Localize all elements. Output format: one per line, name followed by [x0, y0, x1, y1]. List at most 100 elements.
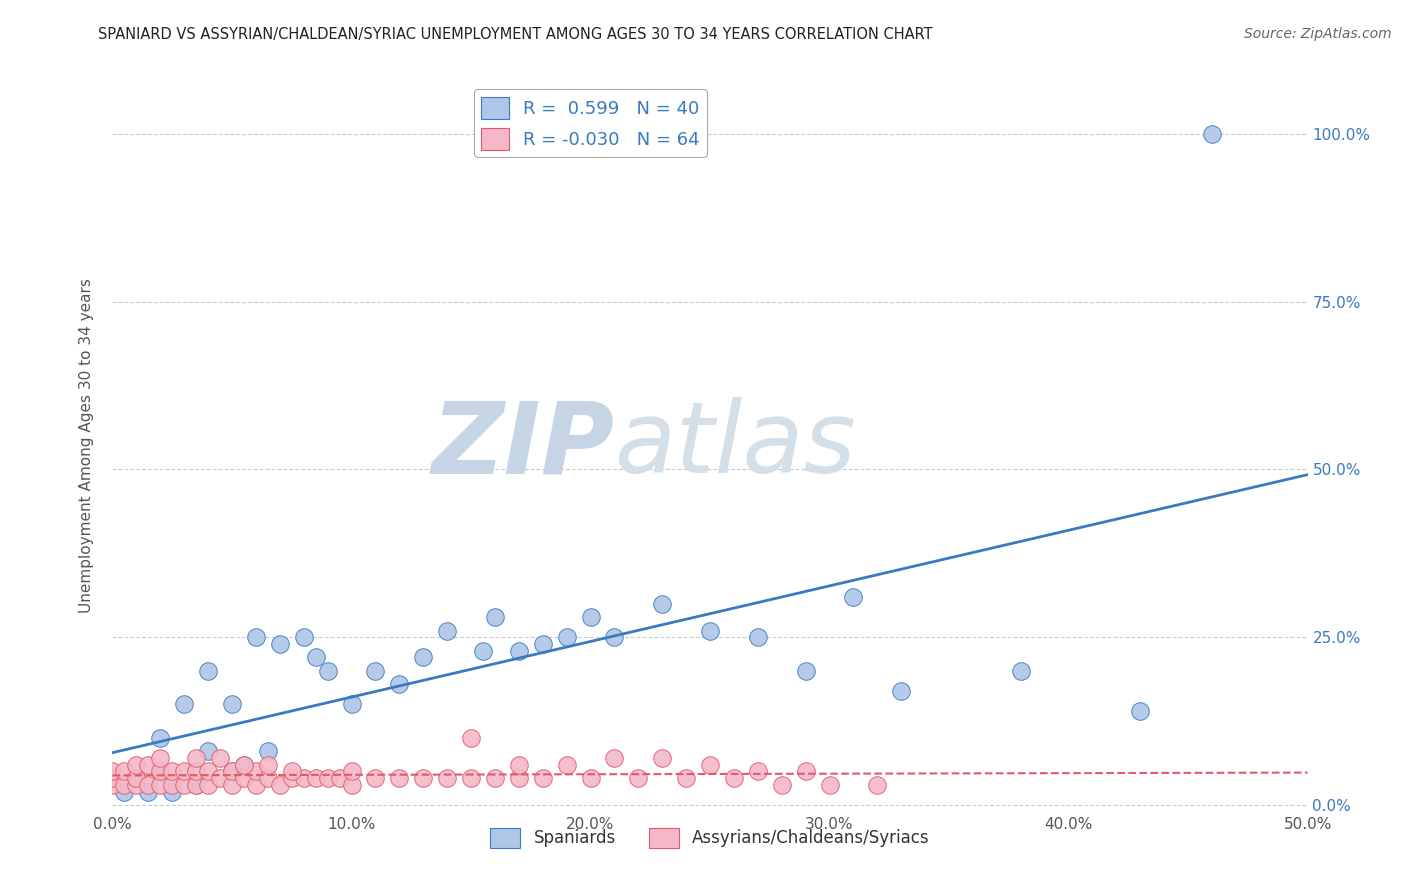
Point — [388, 771, 411, 785]
Point — [245, 630, 267, 644]
Point — [138, 757, 160, 772]
Point — [436, 771, 458, 785]
Point — [125, 757, 148, 772]
Legend: Spaniards, Assyrians/Chaldeans/Syriacs: Spaniards, Assyrians/Chaldeans/Syriacs — [484, 821, 936, 855]
Point — [114, 764, 135, 779]
Point — [114, 784, 135, 798]
Point — [794, 764, 817, 779]
Point — [388, 677, 411, 691]
Point — [794, 664, 817, 678]
Point — [723, 771, 745, 785]
Point — [186, 751, 208, 765]
Point — [316, 771, 339, 785]
Point — [364, 664, 387, 678]
Point — [269, 637, 291, 651]
Point — [197, 764, 219, 779]
Point — [245, 778, 267, 792]
Point — [197, 664, 219, 678]
Point — [114, 778, 135, 792]
Point — [412, 771, 434, 785]
Point — [316, 664, 339, 678]
Point — [364, 771, 387, 785]
Point — [186, 778, 208, 792]
Point — [340, 778, 363, 792]
Point — [197, 778, 219, 792]
Point — [305, 650, 328, 665]
Point — [627, 771, 650, 785]
Point — [221, 698, 243, 712]
Point — [162, 764, 183, 779]
Point — [412, 650, 434, 665]
Point — [162, 784, 183, 798]
Point — [257, 771, 280, 785]
Point — [101, 771, 124, 785]
Point — [555, 757, 578, 772]
Point — [292, 771, 315, 785]
Point — [508, 757, 530, 772]
Point — [579, 771, 602, 785]
Point — [747, 630, 769, 644]
Point — [173, 778, 195, 792]
Point — [472, 643, 495, 657]
Point — [508, 643, 530, 657]
Text: ZIP: ZIP — [432, 398, 614, 494]
Point — [603, 751, 626, 765]
Point — [460, 731, 482, 745]
Point — [221, 778, 243, 792]
Point — [233, 771, 256, 785]
Point — [329, 771, 352, 785]
Point — [101, 778, 124, 792]
Point — [305, 771, 328, 785]
Point — [651, 751, 673, 765]
Point — [890, 684, 912, 698]
Point — [245, 764, 267, 779]
Point — [149, 731, 172, 745]
Point — [209, 751, 232, 765]
Point — [221, 764, 243, 779]
Point — [531, 637, 554, 651]
Point — [866, 778, 889, 792]
Point — [162, 778, 183, 792]
Point — [340, 764, 363, 779]
Point — [149, 764, 172, 779]
Point — [818, 778, 841, 792]
Point — [340, 698, 363, 712]
Point — [221, 764, 243, 779]
Point — [651, 597, 673, 611]
Point — [257, 757, 280, 772]
Point — [555, 630, 578, 644]
Point — [233, 757, 256, 772]
Point — [125, 778, 148, 792]
Point — [1201, 127, 1223, 141]
Point — [747, 764, 769, 779]
Point — [186, 778, 208, 792]
Point — [699, 757, 721, 772]
Point — [531, 771, 554, 785]
Point — [1010, 664, 1032, 678]
Point — [292, 630, 315, 644]
Point — [186, 764, 208, 779]
Point — [149, 751, 172, 765]
Point — [125, 771, 148, 785]
Point — [436, 624, 458, 638]
Text: SPANIARD VS ASSYRIAN/CHALDEAN/SYRIAC UNEMPLOYMENT AMONG AGES 30 TO 34 YEARS CORR: SPANIARD VS ASSYRIAN/CHALDEAN/SYRIAC UNE… — [98, 27, 934, 42]
Point — [281, 771, 304, 785]
Point — [173, 764, 195, 779]
Text: atlas: atlas — [614, 398, 856, 494]
Point — [770, 778, 793, 792]
Text: Source: ZipAtlas.com: Source: ZipAtlas.com — [1244, 27, 1392, 41]
Point — [209, 771, 232, 785]
Y-axis label: Unemployment Among Ages 30 to 34 years: Unemployment Among Ages 30 to 34 years — [79, 278, 94, 614]
Point — [101, 764, 124, 779]
Point — [1129, 704, 1152, 718]
Point — [269, 778, 291, 792]
Point — [173, 698, 195, 712]
Point — [125, 771, 148, 785]
Point — [149, 778, 172, 792]
Point — [508, 771, 530, 785]
Point — [197, 744, 219, 758]
Point — [579, 610, 602, 624]
Point — [149, 764, 172, 779]
Point — [233, 757, 256, 772]
Point — [460, 771, 482, 785]
